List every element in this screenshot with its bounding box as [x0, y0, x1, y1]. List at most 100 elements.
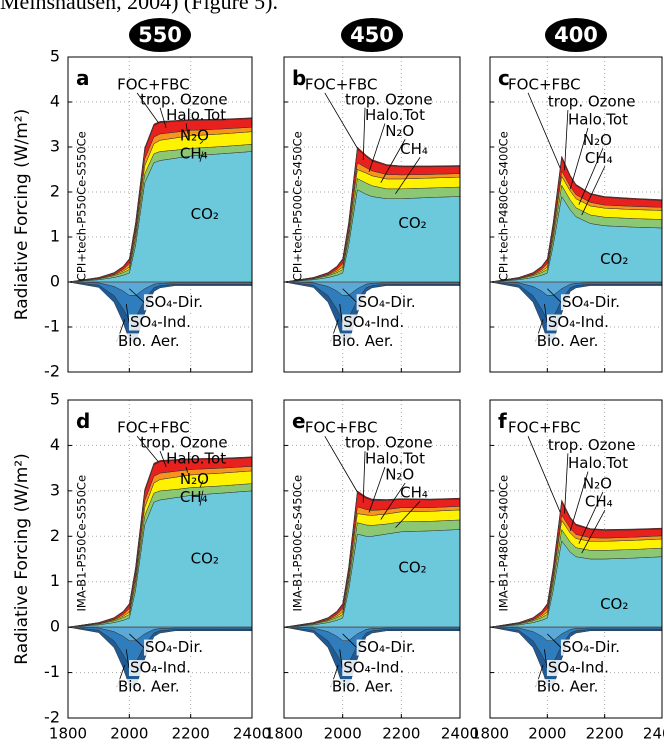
leader-line	[185, 123, 188, 134]
series-label: trop. Ozone	[140, 90, 228, 108]
y-tick-label: 5	[50, 47, 60, 66]
x-tick-label: 1800	[471, 725, 509, 743]
panel-letter: f	[498, 409, 507, 433]
series-label: Halo.Tot	[568, 454, 628, 472]
label-backdrop	[342, 660, 406, 677]
plot-frame	[67, 399, 253, 719]
chart-title: 400	[554, 23, 598, 47]
leader-line	[125, 649, 130, 669]
leader-line	[569, 127, 589, 189]
label-backdrop	[356, 294, 417, 311]
scenario-label: CPI+tech-P480Ce-S400Ce	[497, 131, 511, 281]
y-tick-label: 2	[50, 526, 60, 545]
panel: -2 -1 0 1 2 3 4 5 1800 2000 2200 2400 Radiative Forc…	[12, 390, 271, 743]
leader-line	[362, 107, 366, 161]
leader-line	[185, 466, 188, 473]
leader-line	[368, 466, 386, 513]
leader-line	[199, 141, 204, 145]
panel: -2 -1 0 1 2 3 4 5 550 Radiative Forcing (W/m²) a CP…	[12, 18, 253, 381]
y-tick-label: 4	[50, 92, 60, 111]
series-label: Halo.Tot	[166, 450, 226, 468]
series-label: SO₄-Dir.	[358, 638, 416, 656]
series-label: N₂O	[583, 475, 612, 493]
label-backdrop	[128, 314, 192, 331]
series-label: SO₄-Ind.	[343, 313, 404, 331]
leader-line	[564, 109, 569, 171]
title-oval	[341, 18, 403, 52]
leader-line	[527, 436, 561, 513]
panel: 400cCPI+tech-P480Ce-S400CeCO₂CH₄N₂OHalo.…	[489, 18, 663, 373]
leader-line	[581, 166, 606, 216]
label-backdrop	[143, 639, 205, 656]
series-label: FOC+FBC	[508, 75, 581, 93]
y-tick-label: 1	[50, 571, 60, 590]
plot-frame	[489, 56, 663, 373]
y-tick-label: 0	[50, 617, 60, 636]
label-backdrop	[535, 333, 600, 350]
scenario-label: IMA-B1-P480Ce-S400Ce	[497, 475, 511, 612]
label-backdrop	[342, 314, 406, 331]
x-tick-label: 2000	[528, 725, 566, 743]
leader-line	[395, 157, 421, 195]
series-label: FOC+FBC	[117, 419, 190, 437]
leader-line	[129, 288, 145, 303]
y-axis-label: Radiative Forcing (W/m²)	[12, 453, 32, 665]
series-label: CO₂	[191, 550, 219, 568]
plot-frame	[283, 56, 461, 373]
leader-line	[199, 151, 204, 162]
leader-line	[339, 303, 343, 323]
label-backdrop	[560, 639, 621, 656]
y-tick-label: 3	[50, 137, 60, 156]
leader-line	[342, 633, 357, 648]
panel-letter: b	[292, 66, 306, 90]
series-label: N₂O	[385, 465, 414, 483]
leader-line	[199, 480, 204, 488]
label-backdrop	[330, 333, 395, 350]
series-label: SO₄-Ind.	[343, 659, 404, 677]
leader-line	[339, 649, 343, 669]
x-tick-label: 2200	[172, 725, 210, 743]
series-label: CH₄	[180, 144, 208, 162]
series-label: SO₄-Dir.	[145, 638, 203, 656]
y-tick-label: 3	[50, 480, 60, 499]
label-backdrop	[330, 679, 395, 696]
leader-line	[569, 471, 589, 531]
plot-frame	[283, 399, 461, 719]
title-oval	[545, 18, 607, 52]
scenario-label: IMA-B1-P500Ce-S450Ce	[291, 475, 305, 612]
series-label: Halo.Tot	[568, 111, 628, 129]
scenario-label: CPI+tech-P550Ce-S550Ce	[75, 131, 89, 281]
series-label: SO₄-Dir.	[145, 293, 203, 311]
series-label: trop. Ozone	[345, 434, 433, 452]
leader-line	[395, 500, 421, 528]
scenario-label: CPI+tech-P500Ce-S450Ce	[291, 131, 305, 281]
x-tick-label: 2200	[382, 725, 420, 743]
label-backdrop	[143, 294, 205, 311]
panel: 1800 2000 2200 2400 f IMA-B1-P480Ce-S400Ce CO₂…	[471, 399, 664, 743]
title-oval	[129, 18, 191, 52]
series-label: SO₄-Ind.	[130, 313, 191, 331]
leader-line	[581, 510, 606, 554]
panel-letter: e	[292, 409, 306, 433]
y-tick-label: -2	[44, 362, 60, 381]
leader-line	[578, 491, 604, 544]
leader-line	[129, 633, 145, 648]
x-tick-label: 1800	[265, 725, 303, 743]
series-label: CO₂	[191, 205, 219, 223]
x-tick-label: 2400	[233, 725, 271, 743]
series-label: FOC+FBC	[305, 75, 378, 93]
leader-line	[324, 92, 358, 149]
leader-line	[380, 139, 406, 183]
x-tick-label: 2400	[441, 725, 479, 743]
leader-line	[544, 303, 548, 323]
series-label: Bio. Aer.	[118, 332, 180, 350]
series-label: FOC+FBC	[305, 419, 378, 437]
plot-frame	[489, 399, 663, 719]
x-tick-label: 2000	[110, 725, 148, 743]
leader-line	[368, 123, 386, 172]
panel-letter: a	[76, 66, 90, 90]
panel: 450 b CPI+tech-P500Ce-S450Ce CO₂ CH₄N₂OHalo.…	[283, 18, 461, 373]
series-label: trop. Ozone	[345, 90, 433, 108]
panel-letter: d	[76, 409, 90, 433]
series-label: Halo.Tot	[365, 450, 425, 468]
